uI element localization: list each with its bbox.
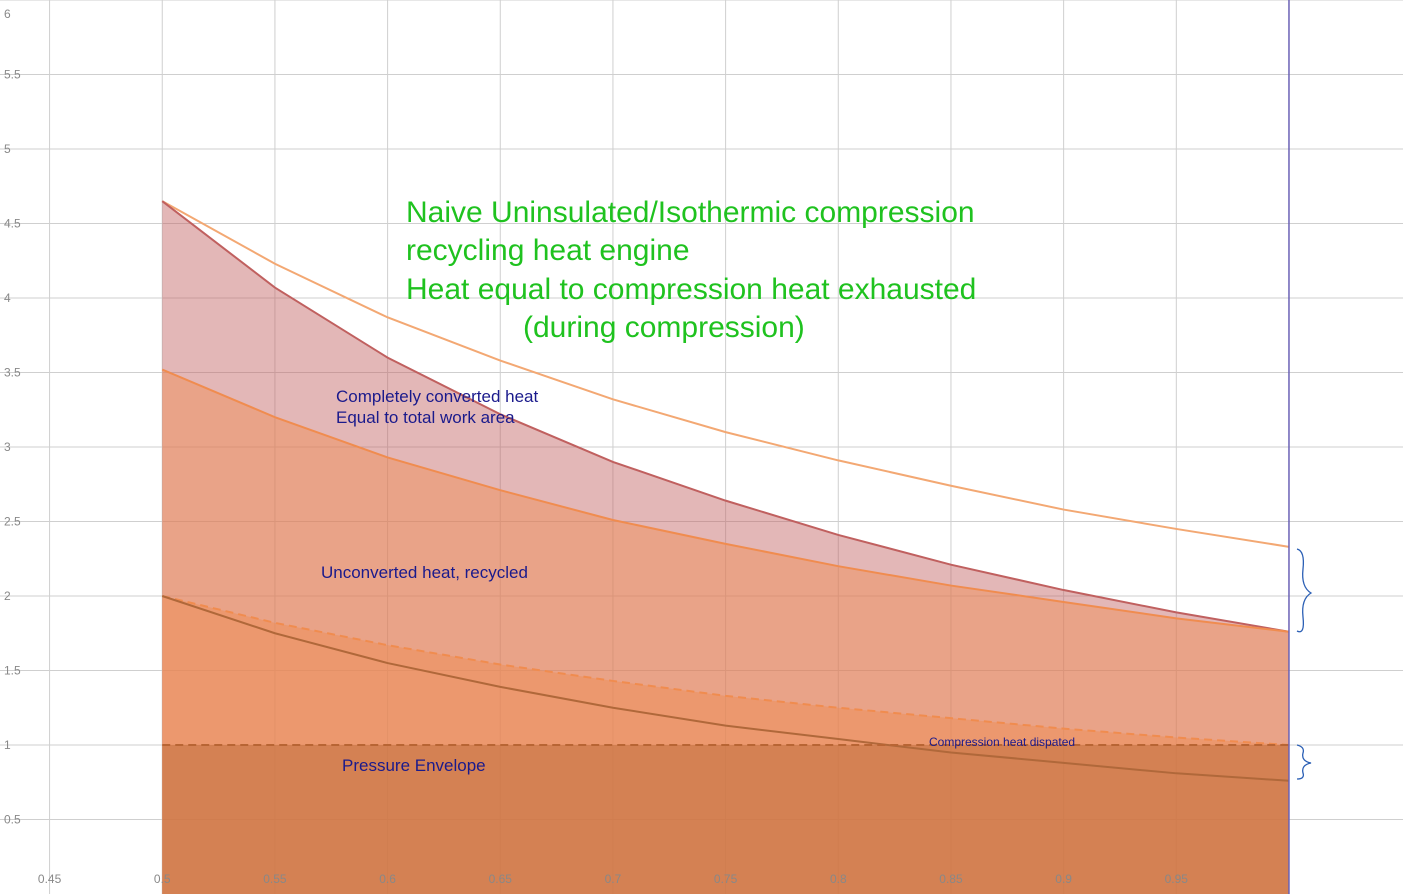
x-tick-label: 0.75 [714, 872, 738, 886]
x-tick-label: 0.45 [38, 872, 62, 886]
area [162, 745, 1289, 894]
y-tick-label: 3.5 [4, 366, 21, 380]
curve [162, 595, 1290, 746]
y-tick-label: 2.5 [4, 515, 21, 529]
annotation: Unconverted heat, recycled [321, 563, 528, 582]
x-tick-label: 0.9 [1055, 872, 1072, 886]
x-tick-label: 0.8 [830, 872, 847, 886]
x-tick-label: 0.85 [939, 872, 963, 886]
lines [161, 0, 1290, 894]
annotation: Compression heat dispated [929, 735, 1075, 749]
annotation: Completely converted heat [336, 387, 539, 406]
y-tick-label: 5 [4, 142, 11, 156]
y-tick-label: 0.5 [4, 813, 21, 827]
annotation: Equal to total work area [336, 408, 515, 427]
annotation: Pressure Envelope [342, 756, 486, 775]
curve [161, 368, 1290, 633]
title-line: Naive Uninsulated/Isothermic compression [406, 196, 975, 229]
title-line: Heat equal to compression heat exhausted [406, 273, 976, 306]
labels: 0.45 0.5 0.55 0.6 0.65 0.7 0.75 0.8 0.85 0.9 0.950… [4, 7, 1188, 886]
y-tick-label: 3 [4, 440, 11, 454]
curve [161, 200, 1290, 633]
brace [1296, 744, 1312, 780]
y-tick-label: 4.5 [4, 217, 21, 231]
x-tick-label: 0.55 [263, 872, 287, 886]
x-tick-label: 0.5 [154, 872, 171, 886]
title-line: (during compression) [523, 311, 805, 344]
y-tick-label: 2 [4, 589, 11, 603]
curve [161, 595, 1290, 782]
y-tick-label: 1 [4, 738, 11, 752]
x-tick-label: 0.7 [605, 872, 622, 886]
x-tick-label: 0.65 [489, 872, 513, 886]
area [162, 201, 1289, 894]
x-tick-label: 0.6 [379, 872, 396, 886]
curve [161, 200, 1290, 548]
y-tick-label: 6 [4, 7, 11, 21]
area [162, 369, 1289, 894]
y-tick-label: 1.5 [4, 664, 21, 678]
brace [1296, 548, 1313, 633]
y-tick-label: 4 [4, 291, 11, 305]
title-line: recycling heat engine [406, 234, 690, 267]
x-tick-label: 0.95 [1165, 872, 1189, 886]
y-tick-label: 5.5 [4, 68, 21, 82]
